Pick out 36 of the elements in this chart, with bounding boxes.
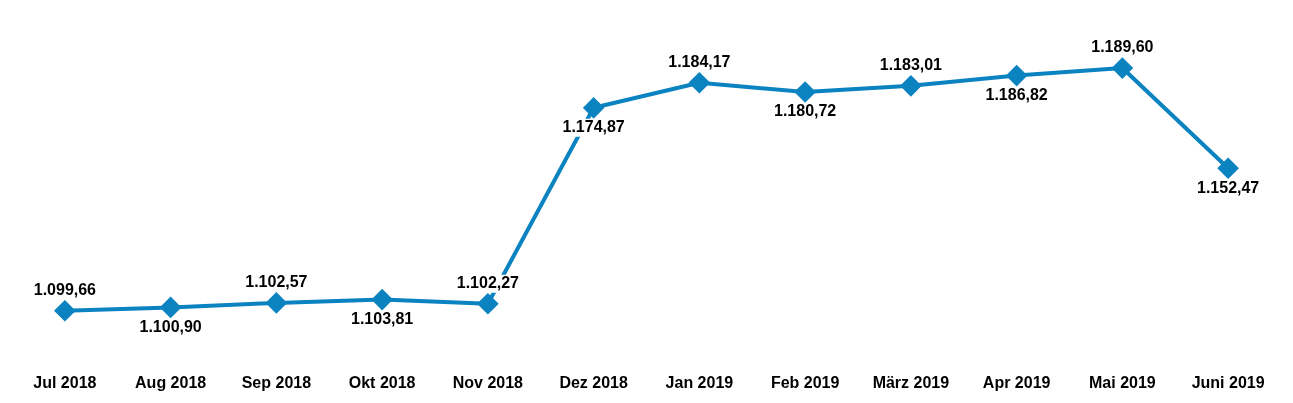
data-label: 1.186,82 bbox=[985, 85, 1048, 103]
x-tick-label: Dez 2018 bbox=[559, 373, 628, 391]
x-tick-label: Sep 2018 bbox=[241, 373, 312, 391]
data-label: 1.100,90 bbox=[139, 317, 202, 335]
data-label: 1.103,81 bbox=[350, 309, 414, 327]
point bbox=[795, 82, 816, 103]
data-label: 1.184,17 bbox=[668, 53, 731, 71]
point bbox=[54, 300, 75, 321]
x-tick-label: Feb 2019 bbox=[770, 373, 840, 391]
x-tick-label: Juni 2019 bbox=[1191, 373, 1265, 391]
x-tick-label: Nov 2018 bbox=[452, 373, 524, 391]
data-label: 1.102,27 bbox=[456, 274, 520, 292]
point bbox=[583, 97, 604, 118]
data-label: 1.189,60 bbox=[1091, 38, 1154, 56]
point bbox=[372, 289, 393, 310]
x-tick-label: Aug 2018 bbox=[135, 373, 207, 391]
data-label: 1.152,47 bbox=[1196, 178, 1260, 196]
x-tick-label: Apr 2019 bbox=[982, 373, 1051, 391]
point bbox=[477, 293, 498, 314]
data-label: 1.180,72 bbox=[773, 102, 837, 120]
data-label: 1.174,87 bbox=[562, 118, 625, 136]
x-tick-label: Jan 2019 bbox=[665, 373, 734, 391]
point bbox=[1218, 158, 1239, 179]
point bbox=[266, 292, 287, 313]
point bbox=[1006, 65, 1027, 86]
point bbox=[689, 72, 710, 93]
x-tick-label: Okt 2018 bbox=[348, 373, 416, 391]
data-label: 1.099,66 bbox=[33, 281, 97, 299]
x-tick-label: März 2019 bbox=[872, 373, 950, 391]
data-label: 1.102,57 bbox=[245, 273, 308, 291]
point bbox=[1112, 58, 1133, 79]
point bbox=[160, 297, 181, 318]
point bbox=[900, 75, 921, 96]
x-tick-label: Mai 2019 bbox=[1089, 373, 1156, 391]
data-label: 1.183,01 bbox=[879, 56, 943, 74]
x-tick-label: Jul 2018 bbox=[33, 373, 97, 391]
